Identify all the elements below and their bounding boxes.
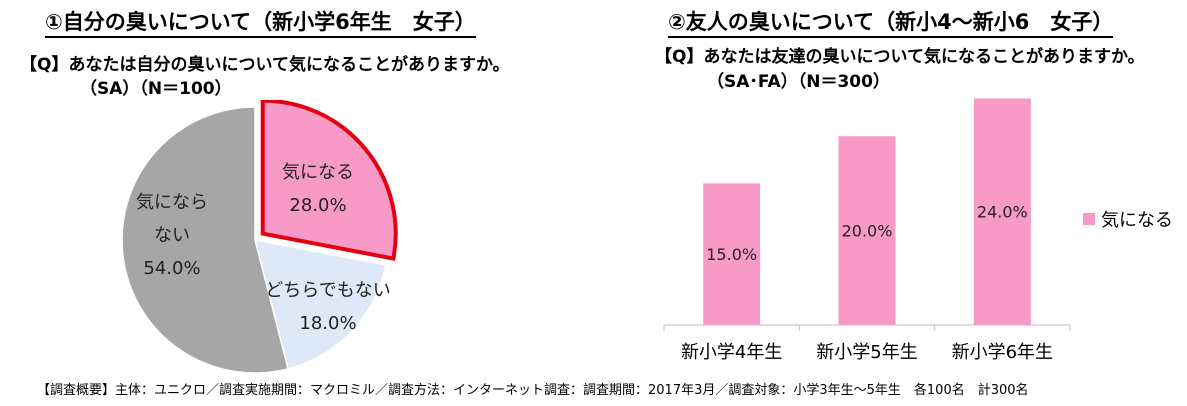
bar-0 [703, 183, 761, 325]
left-sample-size: （SA）（N＝100） [80, 79, 232, 99]
survey-footnote: 【調査概要】主体：ユニクロ／調査実施期間：マクロミル／調査方法：インターネット調… [37, 383, 1029, 398]
pie-category-label-0: 気になる [282, 162, 354, 183]
bar-category-label-2: 新小学6年生 [952, 342, 1053, 363]
bar-value-label-0: 15.0% [706, 245, 757, 264]
bar-chart: 15.0% 新小学4年生 20.0% 新小学5年生 24.0% 新小学6年生 [663, 98, 1071, 363]
pie-slice-1 [253, 239, 387, 370]
left-question: 【Q】あなたは自分の臭いについて気になることがありますか。 [20, 55, 510, 75]
legend-swatch [1083, 213, 1095, 225]
pie-slice-2 [121, 106, 289, 374]
right-question: 【Q】あなたは友達の臭いについて気になることがありますか。 [655, 47, 1145, 67]
pie-value-label-1: 18.0% [299, 313, 356, 334]
pie-category-label-1: どちらでもない [265, 280, 390, 301]
pie-value-label-2: 54.0% [143, 258, 200, 279]
left-chart-title: ①自分の臭いについて（新小学6年生 女子） [45, 10, 476, 38]
pie-category-label-2: ない [154, 225, 190, 246]
pie-value-label-0: 28.0% [289, 195, 346, 216]
pie-slice-0 [260, 100, 398, 261]
legend-label: 気になる [1101, 210, 1173, 231]
right-sample-size: （SA･FA）（N＝300） [707, 72, 890, 92]
right-chart-title: ②友人の臭いについて（新小4～新小6 女子） [668, 10, 1114, 38]
bar-category-label-0: 新小学4年生 [681, 342, 782, 363]
bar-legend: 気になる [1083, 206, 1173, 232]
bar-value-label-1: 20.0% [842, 222, 893, 241]
bar-2 [973, 98, 1031, 325]
bar-value-label-2: 24.0% [977, 203, 1028, 222]
pie-category-label-2: 気になら [136, 192, 208, 213]
bar-category-label-1: 新小学5年生 [816, 342, 917, 363]
bar-1 [838, 136, 896, 325]
